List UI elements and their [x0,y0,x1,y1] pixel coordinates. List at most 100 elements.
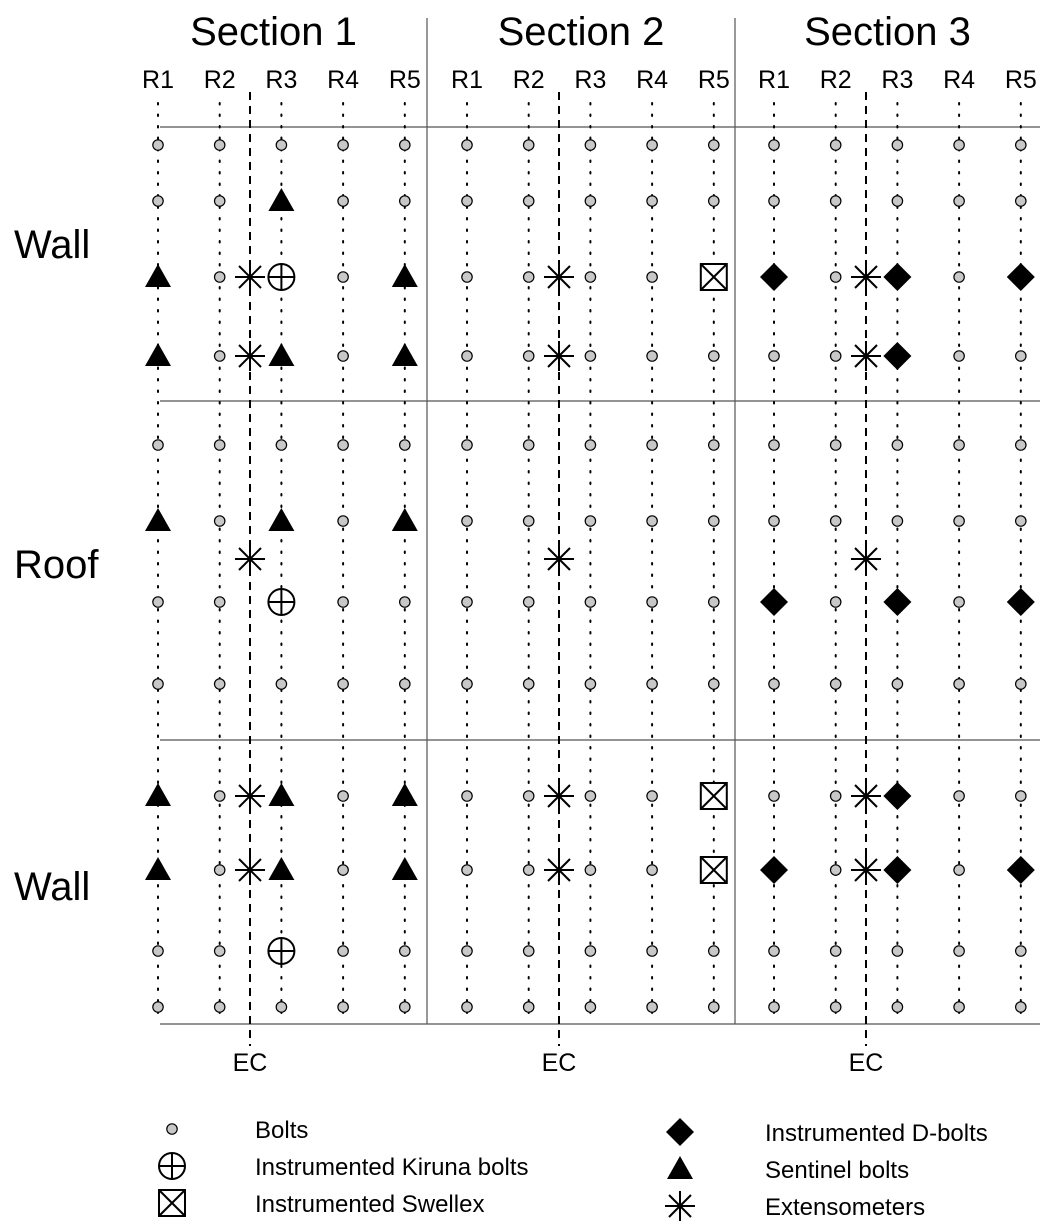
bolt-circle [398,1001,411,1013]
sentinel-bolt-triangle [145,508,171,531]
bolt-circle [461,596,473,608]
bolt-dot [707,515,720,527]
bolt-dot [152,596,164,608]
bolt-circle [213,195,226,207]
bolt-dot [337,790,349,802]
sentinel-bolt-triangle [268,188,295,211]
bolt-dot [398,195,411,207]
bolt-circle [584,350,597,362]
row-label: R4 [636,66,668,94]
bolt-dot [152,195,164,207]
bolt-dot [461,195,473,207]
bolt-dot [584,139,597,151]
bolt-circle [522,195,535,207]
extensometer-symbol [235,781,265,811]
bolt-circle [768,678,780,690]
bolt-dot [1014,678,1027,690]
bolt-dot [891,678,904,690]
bolt-circle [953,439,965,451]
bolt-dot [584,864,597,876]
bolt-dot [398,139,411,151]
bolt-dot [213,271,226,283]
bolt-circle [522,515,535,527]
ext-d2 [854,784,878,808]
bolt-circle [768,350,780,362]
bolt-dot [461,350,473,362]
d-bolt-diamond [666,1118,694,1146]
bolt-dot [152,139,164,151]
bolt-dot [829,350,842,362]
bolt-circle [584,790,597,802]
bolt-dot [398,945,411,957]
bolt-circle [584,945,597,957]
bolt-circle [398,678,411,690]
bolt-circle [891,945,904,957]
kiruna-bolt-symbol [267,263,296,291]
bolt-circle [337,864,349,876]
bolt-dot [337,945,349,957]
bolt-dot [398,439,411,451]
bolt-dot [829,596,842,608]
bolt-circle [1014,515,1027,527]
bolt-dot [522,1001,535,1013]
bolt-dot [522,596,535,608]
bolt-dot [522,439,535,451]
bolt-circle [953,790,965,802]
bolt-circle [646,350,658,362]
d-bolt-diamond [883,782,912,810]
bolt-circle [584,139,597,151]
bolt-circle [1014,790,1027,802]
bolt-dot [152,678,164,690]
row-label: R4 [327,66,359,94]
bolt-dot [1014,790,1027,802]
bolt-circle [522,596,535,608]
bolt-circle [213,596,226,608]
bolt-dot [584,945,597,957]
d-bolt-diamond [883,856,912,884]
bolt-dot [646,515,658,527]
bolt-circle [829,1001,842,1013]
bolt-dot [522,790,535,802]
bolt-circle [522,790,535,802]
row-label: R3 [881,66,913,94]
extensometer-symbol [235,341,265,371]
sentinel-bolt-triangle [145,343,171,366]
bolt-circle [707,1001,720,1013]
extensometer-symbol [851,781,881,811]
bolt-dot [522,271,535,283]
instruments [145,188,1035,965]
bolt-circle [646,945,658,957]
bolt-circle [707,195,720,207]
bolt-dot [829,195,842,207]
bolt-dot [584,271,597,283]
d-bolt-diamond [760,588,788,616]
bolt-circle [337,790,349,802]
sentinel-bolt-triangle [391,857,418,880]
bolt-dot [707,945,720,957]
bolt-circle [337,678,349,690]
ext-d2 [668,1194,692,1218]
bolt-dot [337,271,349,283]
ec-label: EC [849,1049,884,1077]
bolt-dot [522,864,535,876]
bolt-dot [768,439,780,451]
bolt-dot [953,195,965,207]
row-label: R4 [943,66,975,94]
labels: Section 1 R1 R2 R3 R4 R5 EC Section 2 R1 R2 R3 R4 R5… [14,10,1037,1077]
bolt-circle [213,864,226,876]
bolt-circle [461,439,473,451]
bolt-circle [152,195,164,207]
legend-label: Extensometers [765,1194,925,1221]
bolt-dot [646,678,658,690]
bolt-circle [891,1001,904,1013]
bolt-circle [891,195,904,207]
d-bolt-diamond [883,342,912,370]
bolt-circle [213,945,226,957]
bolt-circle [152,1001,164,1013]
bolt-circle [646,439,658,451]
kiruna-bolt-symbol [158,1152,186,1180]
bolt-dot [213,678,226,690]
bolt-dot [1014,195,1027,207]
bolt-dot [891,1001,904,1013]
bolt-dot [707,439,720,451]
